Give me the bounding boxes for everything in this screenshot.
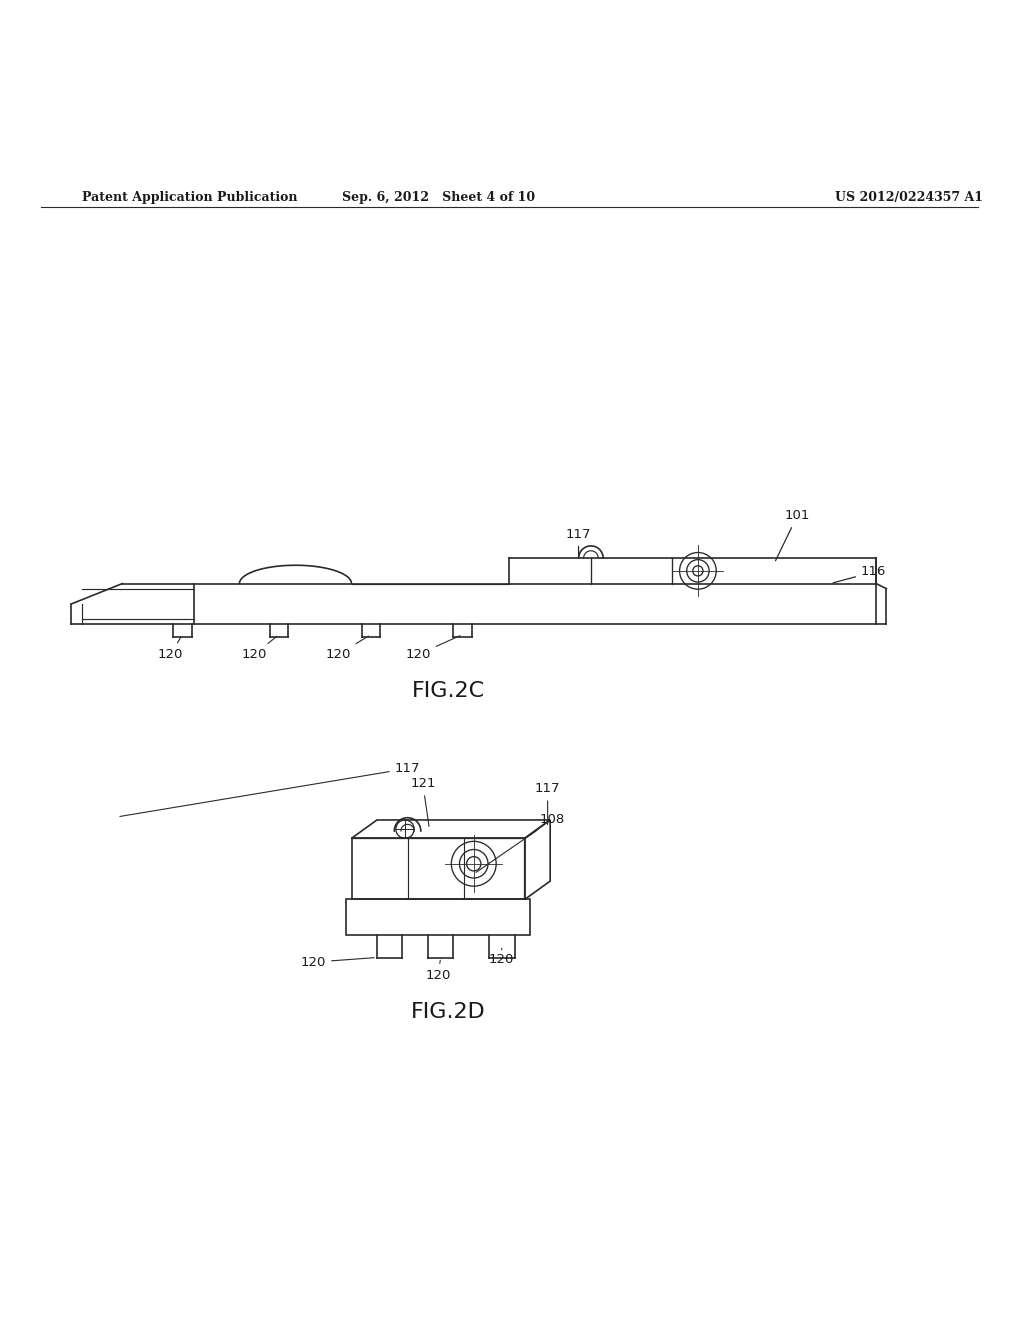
Text: 120: 120 (489, 948, 514, 966)
Text: 116: 116 (834, 565, 887, 583)
Text: FIG.2C: FIG.2C (412, 681, 484, 701)
Text: 117: 117 (535, 783, 560, 825)
Text: 117: 117 (120, 762, 420, 817)
Text: FIG.2D: FIG.2D (411, 1002, 485, 1022)
Text: US 2012/0224357 A1: US 2012/0224357 A1 (836, 191, 983, 205)
Text: Sep. 6, 2012   Sheet 4 of 10: Sep. 6, 2012 Sheet 4 of 10 (342, 191, 535, 205)
Text: 117: 117 (565, 528, 591, 556)
Text: 120: 120 (158, 638, 183, 661)
Text: 101: 101 (775, 510, 810, 561)
Text: Patent Application Publication: Patent Application Publication (82, 191, 297, 205)
Text: 120: 120 (406, 636, 460, 661)
Text: 108: 108 (476, 813, 565, 873)
Text: 120: 120 (425, 960, 451, 982)
Text: 121: 121 (410, 777, 435, 826)
Text: 120: 120 (242, 636, 276, 661)
Text: 120: 120 (301, 956, 374, 969)
Text: 120: 120 (326, 636, 369, 661)
